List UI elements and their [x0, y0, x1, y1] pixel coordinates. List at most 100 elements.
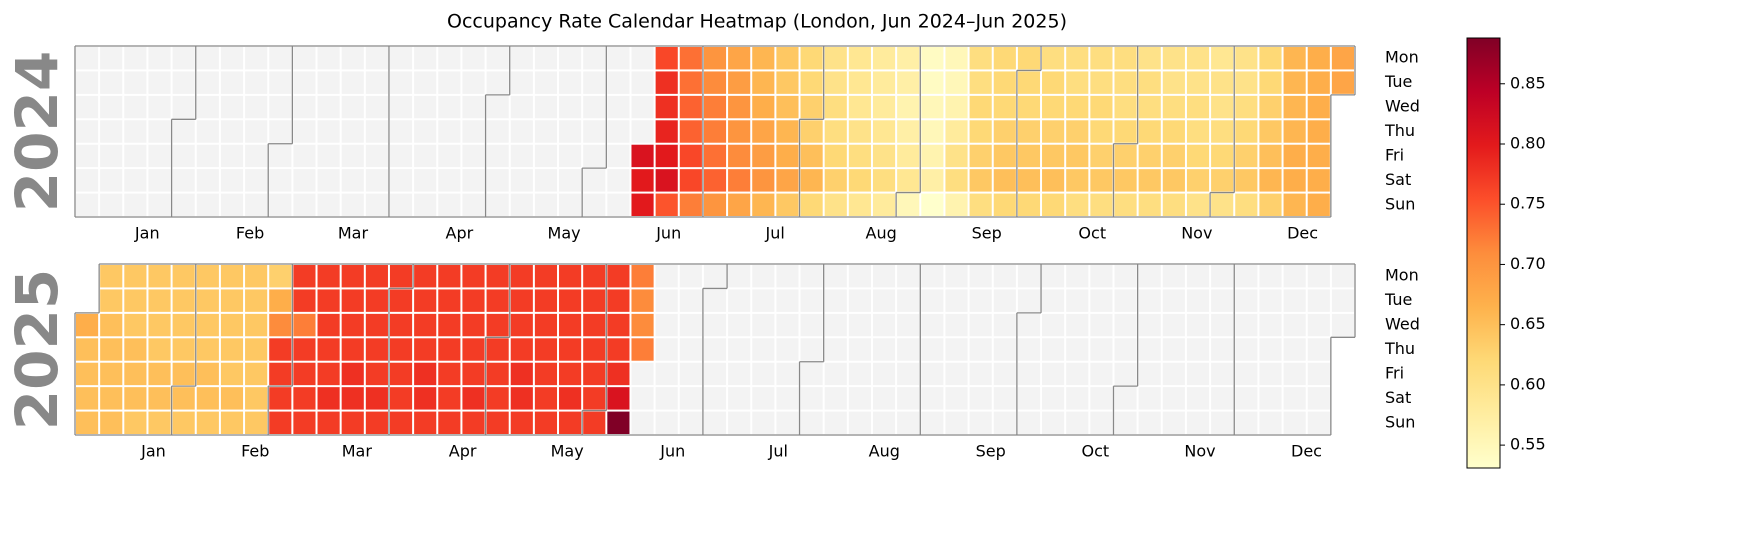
- empty-cell: [945, 338, 968, 361]
- day-cell: [1042, 144, 1065, 168]
- empty-cell: [752, 338, 775, 361]
- weekday-label: Sat: [1385, 170, 1411, 189]
- empty-cell: [124, 71, 147, 94]
- empty-cell: [945, 362, 968, 386]
- day-cell: [1090, 47, 1113, 70]
- empty-cell: [341, 169, 364, 192]
- empty-cell: [607, 95, 630, 119]
- day-cell: [993, 193, 1016, 217]
- empty-cell: [921, 313, 944, 337]
- empty-cell: [1211, 387, 1234, 410]
- day-cell: [728, 193, 751, 217]
- empty-cell: [269, 47, 292, 70]
- day-cell: [897, 120, 920, 143]
- empty-cell: [800, 313, 823, 337]
- day-cell: [776, 120, 799, 143]
- empty-cell: [776, 313, 799, 337]
- empty-cell: [1259, 387, 1282, 410]
- empty-cell: [655, 338, 678, 361]
- day-cell: [872, 169, 896, 192]
- empty-cell: [148, 95, 171, 119]
- empty-cell: [293, 193, 316, 217]
- empty-cell: [220, 71, 244, 94]
- empty-cell: [1066, 265, 1089, 288]
- colorbar-tick-label: 0.70: [1510, 254, 1546, 273]
- empty-cell: [945, 387, 968, 410]
- day-cell: [1114, 169, 1137, 192]
- empty-cell: [462, 169, 485, 192]
- month-label: Apr: [449, 442, 477, 461]
- empty-cell: [269, 169, 292, 192]
- day-cell: [293, 289, 316, 312]
- day-cell: [1186, 47, 1210, 70]
- day-cell: [728, 95, 751, 119]
- day-cell: [969, 120, 992, 143]
- day-cell: [1331, 47, 1354, 70]
- empty-cell: [655, 362, 678, 386]
- day-cell: [220, 289, 244, 312]
- day-cell: [534, 387, 558, 410]
- empty-cell: [1307, 313, 1330, 337]
- day-cell: [897, 95, 920, 119]
- empty-cell: [341, 71, 364, 94]
- day-cell: [703, 144, 727, 168]
- empty-cell: [341, 95, 364, 119]
- empty-cell: [1114, 387, 1137, 410]
- empty-cell: [848, 411, 871, 435]
- year-label: 2025: [3, 269, 71, 430]
- day-cell: [172, 289, 195, 312]
- day-cell: [776, 169, 799, 192]
- empty-cell: [583, 193, 606, 217]
- day-cell: [921, 120, 944, 143]
- empty-cell: [969, 338, 992, 361]
- day-cell: [655, 120, 678, 143]
- day-cell: [462, 338, 485, 361]
- empty-cell: [76, 169, 99, 192]
- empty-cell: [679, 313, 702, 337]
- day-cell: [245, 411, 268, 435]
- month-outline: [74, 45, 1356, 218]
- empty-cell: [1066, 313, 1089, 337]
- day-cell: [872, 144, 896, 168]
- weekday-label: Thu: [1384, 121, 1415, 140]
- day-cell: [269, 265, 292, 288]
- empty-cell: [800, 265, 823, 288]
- day-cell: [172, 387, 195, 410]
- colorbar-tick-label: 0.60: [1510, 374, 1546, 393]
- day-cell: [824, 71, 847, 94]
- day-cell: [728, 120, 751, 143]
- empty-cell: [1307, 338, 1330, 361]
- day-cell: [389, 289, 413, 312]
- empty-cell: [728, 313, 751, 337]
- day-cell: [897, 71, 920, 94]
- empty-cell: [824, 289, 847, 312]
- day-cell: [269, 313, 292, 337]
- empty-cell: [969, 313, 992, 337]
- empty-cell: [897, 411, 920, 435]
- empty-cell: [196, 144, 219, 168]
- day-cell: [293, 313, 316, 337]
- day-cell: [752, 71, 775, 94]
- empty-cell: [76, 95, 99, 119]
- empty-cell: [631, 387, 654, 410]
- empty-cell: [389, 47, 413, 70]
- day-cell: [1042, 169, 1065, 192]
- day-cell: [245, 265, 268, 288]
- empty-cell: [293, 71, 316, 94]
- day-cell: [993, 95, 1016, 119]
- month-label: Dec: [1287, 224, 1318, 243]
- empty-cell: [993, 411, 1016, 435]
- empty-cell: [148, 47, 171, 70]
- day-cell: [1066, 120, 1089, 143]
- empty-cell: [1283, 411, 1306, 435]
- day-cell: [921, 47, 944, 70]
- day-cell: [655, 193, 678, 217]
- day-cell: [100, 387, 123, 410]
- empty-cell: [317, 47, 340, 70]
- empty-cell: [921, 411, 944, 435]
- day-cell: [679, 120, 702, 143]
- day-cell: [510, 313, 533, 337]
- day-cell: [220, 387, 244, 410]
- day-cell: [897, 144, 920, 168]
- day-cell: [1090, 71, 1113, 94]
